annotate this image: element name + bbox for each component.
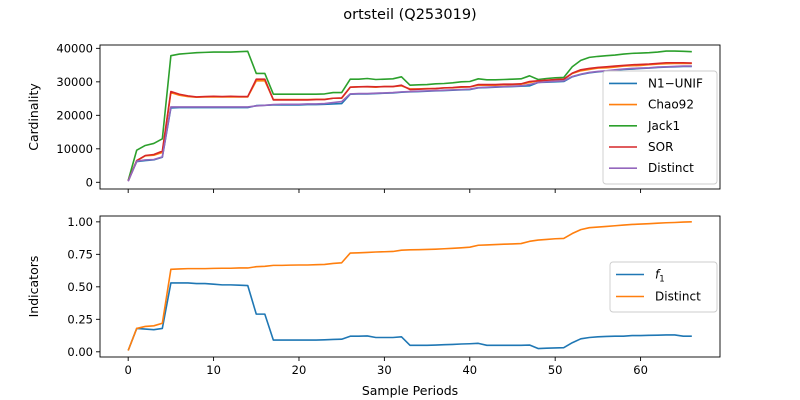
y-tick-label: 10000 bbox=[56, 142, 93, 156]
legend-label: SOR bbox=[648, 140, 673, 154]
legend: N1−UNIF Chao92 Jack1 SOR Distinct bbox=[602, 70, 718, 185]
legend-label: Distinct bbox=[655, 290, 701, 304]
y-tick-label: 40000 bbox=[56, 41, 93, 55]
legend-label: Jack1 bbox=[647, 119, 680, 133]
y-tick-label: 1.00 bbox=[67, 215, 93, 229]
x-tick-label: 20 bbox=[292, 363, 307, 377]
series-line-0-3 bbox=[127, 61, 692, 182]
x-tick-label: 30 bbox=[377, 363, 392, 377]
legend-box bbox=[602, 70, 718, 185]
legend-label: Distinct bbox=[648, 161, 694, 175]
y-axis-label: Cardinality bbox=[26, 83, 41, 151]
series-line-0-2 bbox=[127, 50, 692, 181]
x-tick-label: 50 bbox=[548, 363, 563, 377]
y-tick-label: 0.50 bbox=[67, 280, 93, 294]
y-tick-label: 20000 bbox=[56, 108, 93, 122]
x-tick-label: 60 bbox=[633, 363, 648, 377]
y-axis-label: Indicators bbox=[26, 256, 41, 318]
cardinality-panel: 0 10000 20000 30000 40000 Cardinality N1−UNIF C… bbox=[26, 41, 721, 193]
x-axis-label: Sample Periods bbox=[362, 383, 458, 398]
y-tick-label: 0.25 bbox=[67, 312, 93, 326]
legend-label: Chao92 bbox=[648, 98, 694, 112]
series-line-1-0 bbox=[127, 282, 692, 351]
legend-label-subscript: 1 bbox=[659, 275, 664, 285]
x-tick-label: 10 bbox=[206, 363, 221, 377]
x-tick-label: 0 bbox=[125, 363, 132, 377]
y-tick-label: 30000 bbox=[56, 75, 93, 89]
legend-box bbox=[609, 261, 718, 313]
y-tick-label: 0.00 bbox=[67, 345, 93, 359]
series-line-1-1 bbox=[127, 221, 692, 351]
x-tick-label: 40 bbox=[462, 363, 477, 377]
legend-label: f1 bbox=[655, 268, 665, 285]
series-line-0-4 bbox=[127, 65, 692, 182]
indicators-panel: 0 10 20 30 40 50 60 0.00 0.25 0.50 0.75 1.00 Indicat… bbox=[26, 215, 721, 398]
axes-frame bbox=[99, 44, 721, 190]
legend-label: N1−UNIF bbox=[648, 76, 703, 90]
chart-title: ortsteil (Q253019) bbox=[343, 7, 476, 23]
y-tick-label: 0.75 bbox=[67, 247, 93, 261]
y-tick-label: 0 bbox=[86, 175, 93, 189]
legend: f1 Distinct bbox=[609, 261, 718, 313]
